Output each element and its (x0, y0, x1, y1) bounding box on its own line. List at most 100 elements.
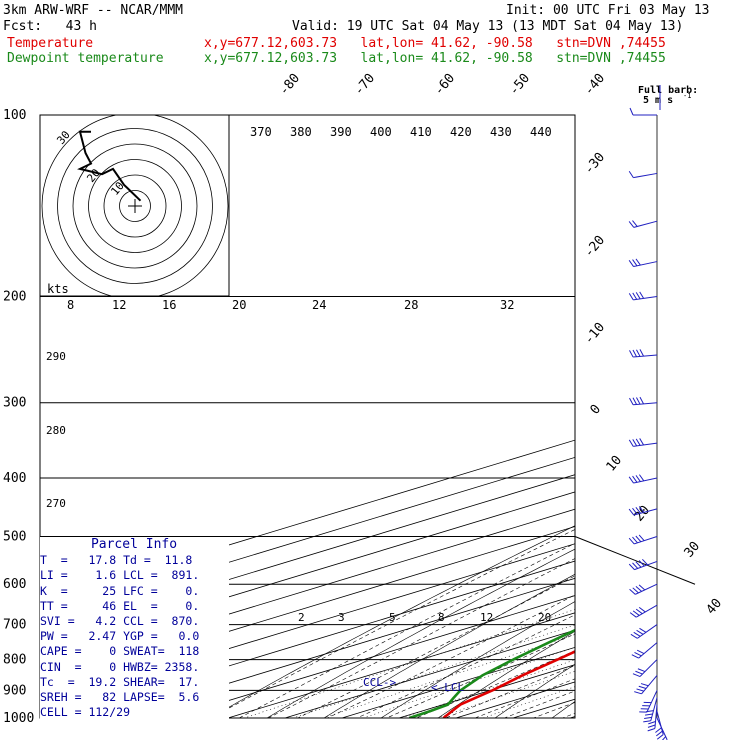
parcel-info-row: K = 25 LFC = 0. (40, 583, 200, 598)
wind-barb (629, 107, 657, 116)
hodograph-ring (41, 115, 229, 296)
wind-barb-shaft (654, 704, 658, 729)
wind-barb (655, 711, 664, 740)
parcel-info-row: LI = 1.6 LCL = 891. (40, 568, 200, 583)
hodograph-speed-label: 8 (67, 298, 74, 312)
wind-barb-flag (644, 716, 652, 719)
wind-barb-flag (639, 291, 645, 299)
wind-barb-shaft (635, 604, 658, 618)
theta-label: 440 (530, 125, 552, 139)
wind-barb-flag (636, 649, 645, 655)
wind-barb (629, 583, 658, 595)
moist-adiabat (326, 594, 575, 718)
wind-barb (629, 349, 658, 358)
temperature-profile (442, 650, 575, 718)
moist-adiabat (415, 650, 575, 718)
wind-barb-flag (629, 588, 636, 595)
parcel-panel-bg (40, 537, 229, 727)
isotherm-label: -60 (432, 71, 459, 99)
parcel-info-row: Tc = 19.2 SHEAR= 17. (40, 674, 200, 689)
wind-barb-shaft (641, 675, 658, 695)
hodograph-trace (77, 130, 142, 202)
wind-barb-shaft (633, 220, 658, 228)
theta-label: 430 (490, 125, 512, 139)
mixing-ratio-line (322, 634, 575, 718)
wind-barb-shaft (633, 442, 658, 447)
wind-barb-flag (628, 439, 634, 447)
mixing-ratio-line (481, 686, 575, 718)
wind-barb-flag (635, 535, 642, 543)
hodograph-speed-label: 12 (112, 298, 126, 312)
hodograph (39, 114, 230, 297)
wind-barb-flag (636, 629, 644, 635)
wind-barb-flag (632, 562, 639, 569)
mixing-ratio-line (435, 671, 575, 718)
init-time: Init: 00 UTC Fri 03 May 13 (506, 3, 710, 18)
wind-barb-shaft (637, 624, 658, 639)
wind-barb-flag (637, 668, 646, 673)
isotherm (40, 526, 575, 690)
temperature-legend: Temperature (7, 36, 94, 51)
isotherm (585, 102, 740, 731)
moist-adiabat (238, 542, 575, 718)
wind-barb-flag (640, 683, 649, 687)
isotherm-label: 40 (704, 596, 726, 618)
isotherm-label: -20 (582, 233, 609, 261)
wind-barb-flag (655, 727, 662, 733)
wind-barb-flag (634, 691, 642, 695)
dry-adiabat-label: 290 (46, 350, 66, 363)
hodograph-speed-label: 16 (162, 298, 176, 312)
theta-label: 390 (330, 125, 352, 139)
model-title: 3km ARW-WRF -- NCAR/MMM (3, 3, 184, 18)
pressure-tick-label: 200 (3, 290, 26, 305)
isotherm-label: -30 (582, 150, 609, 178)
wind-barb-flag (636, 397, 641, 405)
wind-barb (629, 396, 658, 406)
mixing-ratio-label: 8 (438, 611, 445, 624)
dry-adiabat (708, 115, 740, 731)
wind-barb-flag (628, 221, 635, 228)
parcel-info-row: PW = 2.47 YGP = 0.0 (40, 629, 200, 644)
parcel-info-row: CIN = 0 HWBZ= 2358. (40, 659, 200, 674)
wind-barb-shaft (638, 642, 658, 659)
wind-barb-flag (631, 654, 639, 659)
wind-barb-flag (661, 736, 667, 740)
dry-adiabat (266, 548, 575, 718)
wind-barb (628, 258, 658, 268)
wind-barb-shaft (633, 261, 658, 268)
theta-label: 380 (290, 125, 312, 139)
lcl-marker: <-LCL (431, 681, 464, 694)
wind-barb-flag (632, 475, 638, 483)
wind-barb-flag (638, 534, 645, 541)
pressure-tick-label: 900 (3, 683, 26, 698)
wind-barb-shaft (634, 560, 658, 571)
wind-barb-flag (635, 506, 641, 514)
valid-time: Valid: 19 UTC Sat 04 May 13 (13 MDT Sat … (292, 19, 684, 34)
wind-barb (628, 474, 658, 484)
pressure-tick-label: 300 (3, 396, 26, 411)
moist-adiabat (267, 558, 575, 718)
isotherm-label: 0 (588, 402, 605, 418)
isotherm (112, 577, 575, 718)
isotherm (511, 698, 575, 718)
theta-label: 420 (450, 125, 472, 139)
pressure-tick-label: 800 (3, 653, 26, 668)
parcel-info-row: T = 17.8 Td = 11.8 (40, 553, 193, 568)
wind-barb-flag (630, 633, 638, 639)
wind-barb-flag (643, 720, 651, 723)
hodograph-speed-label: 24 (312, 298, 326, 312)
wind-barb-flag (635, 608, 643, 615)
hodograph-rings (41, 115, 229, 296)
wind-barb-flag (635, 561, 642, 568)
pressure-tick-label: 500 (3, 529, 26, 544)
parcel-info-row: SVI = 4.2 CCL = 870. (40, 613, 200, 628)
wind-barb-flag (647, 724, 656, 728)
wind-barb-flag (636, 349, 641, 357)
wind-barb-flag (635, 292, 641, 300)
wind-barb-flag (635, 438, 641, 446)
dry-adiabat (437, 630, 575, 718)
pressure-tick-label: 700 (3, 618, 26, 633)
hodograph-kts-label: kts (47, 282, 69, 296)
wind-barb-flag (638, 584, 646, 591)
dry-adiabat-label: 280 (46, 424, 66, 437)
